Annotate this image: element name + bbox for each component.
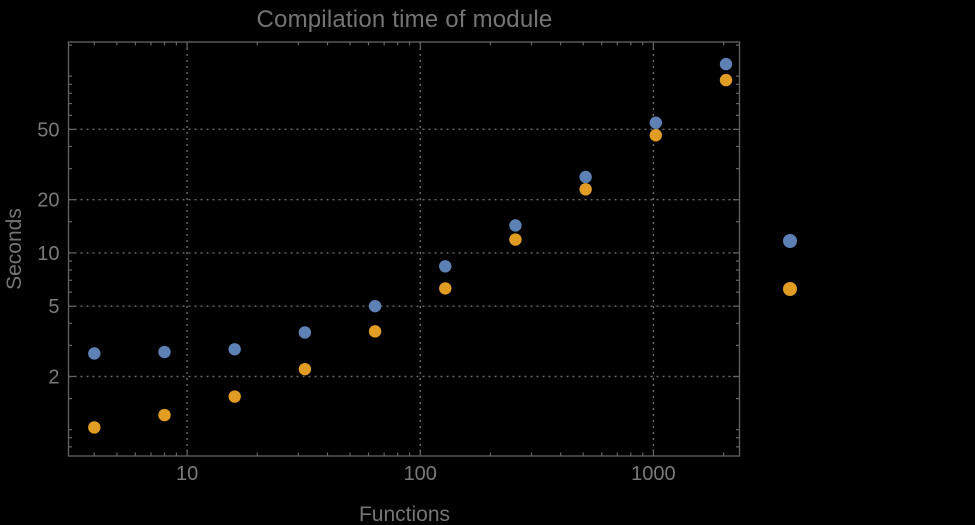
x-axis-label: Functions <box>358 503 451 525</box>
plot-frame <box>67 41 741 457</box>
y-tick-label: 20 <box>37 190 59 212</box>
data-point-series-2 <box>368 325 382 338</box>
y-tick-label: 50 <box>37 119 59 141</box>
data-point-series-2 <box>439 282 452 295</box>
data-point-series-1 <box>88 347 101 360</box>
data-point-series-1 <box>579 170 592 184</box>
data-point-series-2 <box>719 73 733 87</box>
legend-marker-series-1 <box>783 234 797 248</box>
data-point-series-1 <box>649 116 663 129</box>
data-point-series-1 <box>509 219 522 232</box>
data-point-series-1 <box>228 343 241 356</box>
x-tick-label: 10 <box>176 463 198 485</box>
data-point-series-2 <box>228 390 241 403</box>
data-point-series-1 <box>439 260 452 273</box>
data-point-series-1 <box>368 299 382 313</box>
data-point-series-2 <box>649 129 663 142</box>
data-point-series-2 <box>88 421 101 434</box>
y-axis-label: Seconds <box>3 208 26 290</box>
legend-marker-series-2 <box>783 282 797 296</box>
chart-title: Compilation time of module <box>256 6 553 33</box>
y-tick-label: 2 <box>48 366 59 388</box>
data-point-series-1 <box>158 345 171 359</box>
y-tick-label: 5 <box>48 296 59 318</box>
data-point-series-1 <box>298 326 312 339</box>
data-point-series-2 <box>158 408 171 422</box>
x-tick-label: 100 <box>404 463 437 485</box>
data-point-series-2 <box>298 362 312 376</box>
data-point-series-2 <box>509 233 522 246</box>
x-tick-label: 1000 <box>631 463 676 485</box>
data-point-series-2 <box>579 183 592 196</box>
y-tick-label: 10 <box>37 243 59 265</box>
data-point-series-1 <box>719 57 733 71</box>
